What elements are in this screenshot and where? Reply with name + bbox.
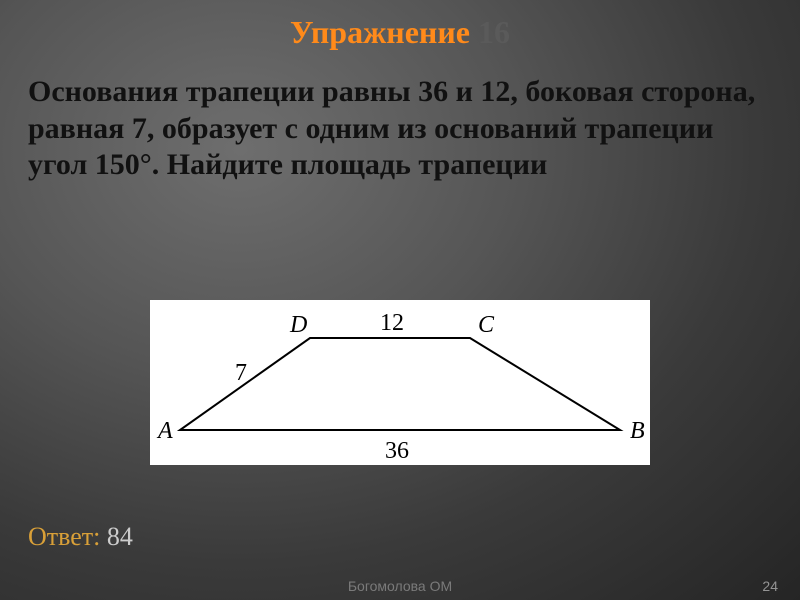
title-number: 16 <box>478 14 510 50</box>
title-word: Упражнение <box>290 14 470 50</box>
answer-value: 84 <box>107 522 133 551</box>
answer-line: Ответ: 84 <box>28 522 133 552</box>
answer-label: Ответ: <box>28 522 100 551</box>
trapezoid-figure: A B C D 7 12 36 <box>150 300 650 465</box>
page-number: 24 <box>762 578 778 594</box>
side-label-dc: 12 <box>380 310 404 336</box>
vertex-label-a: A <box>156 418 173 444</box>
side-label-ab: 36 <box>385 438 409 464</box>
exercise-title: Упражнение 16 <box>0 14 800 51</box>
vertex-label-b: B <box>630 418 645 444</box>
problem-text: Основания трапеции равны 36 и 12, бокова… <box>28 74 772 184</box>
footer-author: Богомолова ОМ <box>0 578 800 594</box>
vertex-label-d: D <box>289 312 307 338</box>
vertex-label-c: C <box>478 312 495 338</box>
side-label-ad: 7 <box>235 360 247 386</box>
trapezoid-svg: A B C D 7 12 36 <box>150 300 650 465</box>
